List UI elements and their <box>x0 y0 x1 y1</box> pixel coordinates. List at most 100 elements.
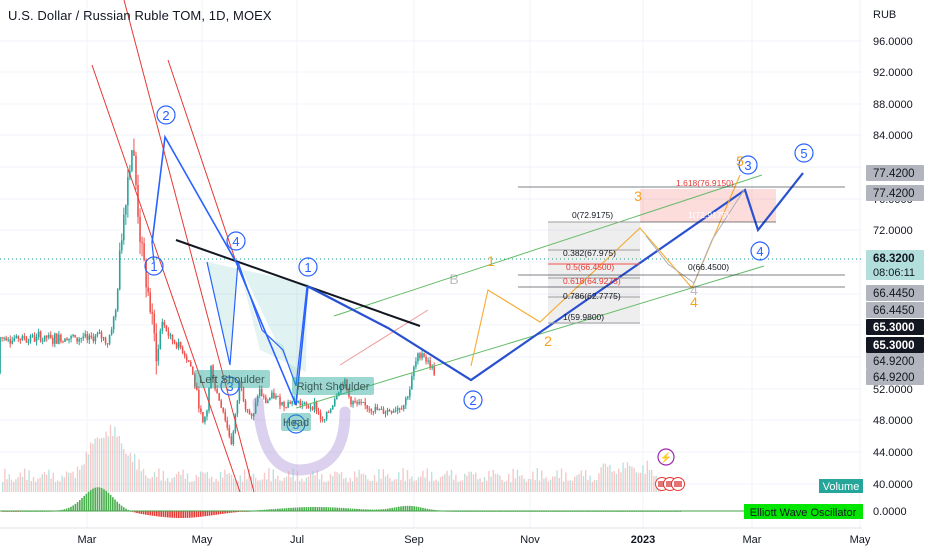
oscillator-bar <box>409 505 411 511</box>
volume-bar <box>611 471 613 492</box>
volume-bar <box>21 476 24 492</box>
candle-body <box>0 337 1 374</box>
candle-body <box>279 396 281 406</box>
candle-body <box>220 400 222 408</box>
oscillator-bar <box>136 511 138 514</box>
candle-body <box>433 365 435 375</box>
volume-bar <box>585 470 587 492</box>
currency-label: RUB <box>873 9 896 21</box>
volume-bar <box>246 479 248 492</box>
wave-label-circle <box>220 376 240 396</box>
oscillator-bar <box>98 487 101 511</box>
volume-bar <box>466 475 468 492</box>
volume-bar <box>37 478 39 492</box>
volume-bar <box>602 463 604 492</box>
candle-body <box>212 365 214 379</box>
oscillator-bar <box>426 508 429 511</box>
volume-bar <box>607 466 609 492</box>
oscillator-bar <box>376 509 378 511</box>
volume-bar <box>593 480 596 492</box>
volume-bar <box>444 473 446 492</box>
candle-body <box>317 411 320 413</box>
volume-bar <box>292 468 294 492</box>
candle-body <box>370 409 373 412</box>
oscillator-bar <box>261 509 264 511</box>
oscillator-bar <box>336 507 338 511</box>
volume-bar <box>448 475 450 492</box>
volume-bar <box>323 481 325 492</box>
volume-bar <box>325 481 327 492</box>
wave-label-4: 4 <box>232 234 239 249</box>
candle-body <box>396 408 399 411</box>
volume-bar <box>349 478 351 492</box>
volume-bar <box>545 477 547 492</box>
candle-body <box>325 411 328 420</box>
volume-bar <box>85 451 87 492</box>
volume-bar <box>305 477 307 492</box>
volume-bar <box>547 481 549 492</box>
volume-bar <box>70 473 72 492</box>
candle-body <box>307 405 310 408</box>
candle-body <box>407 396 409 399</box>
fib-level-label: 1(59.9800) <box>563 312 604 322</box>
oscillator-bar <box>305 507 308 511</box>
volume-bar <box>514 478 516 492</box>
price-tick-label: 84.0000 <box>873 130 913 142</box>
volume-bar <box>637 473 640 492</box>
wave-label-circle <box>794 143 814 163</box>
candle-body <box>181 347 184 353</box>
oscillator-bar <box>222 511 224 514</box>
candle-body <box>110 329 113 335</box>
volume-bar <box>378 469 380 492</box>
volume-legend-box <box>819 479 863 493</box>
wave-label-2: 2 <box>544 333 552 349</box>
candle-body <box>400 408 403 410</box>
volume-bar <box>28 470 30 492</box>
volume-bar <box>332 476 334 492</box>
volume-bar <box>46 474 48 492</box>
candle-body <box>230 436 233 445</box>
volume-bar <box>39 477 41 492</box>
wave-label-3: 3 <box>634 188 642 204</box>
volume-bar <box>160 480 162 492</box>
candle-body <box>214 378 216 390</box>
wave-label-circle <box>463 390 483 410</box>
volume-bar <box>613 471 615 492</box>
candle-body <box>173 340 176 344</box>
candle-body <box>112 317 115 330</box>
candle-body <box>368 408 371 410</box>
volume-bar <box>147 477 149 492</box>
blue-pattern-wave <box>206 261 308 387</box>
oscillator-bar <box>420 507 422 511</box>
oscillator-bar <box>213 511 215 516</box>
oscillator-bar <box>369 509 371 511</box>
wave-labels: 0(72.9175) 0.382(67.975) 0.5(66.4500) 0.618… <box>144 105 814 491</box>
oscillator-bar <box>431 509 433 511</box>
candle-body <box>1 337 3 339</box>
time-tick-label: Mar <box>78 534 97 546</box>
candle-body <box>179 341 182 348</box>
price-tick-label: 48.0000 <box>873 415 913 427</box>
oscillator-bar <box>109 494 112 511</box>
volume-bar <box>532 471 534 492</box>
volume-bar <box>404 480 406 492</box>
candle-body <box>187 360 190 362</box>
oscillator-bar <box>389 508 391 511</box>
candle-body <box>100 332 103 339</box>
volume-bar <box>213 481 215 492</box>
oscillator-bar <box>378 509 380 511</box>
candle-body <box>360 401 362 403</box>
wave-label-1: 1 <box>304 260 311 275</box>
candle-body <box>342 384 344 386</box>
candle-body <box>54 333 56 344</box>
volume-bar <box>138 459 140 492</box>
volume-bar <box>543 478 545 492</box>
volume-bar <box>290 477 292 492</box>
candle-body <box>84 334 87 337</box>
volume-bar <box>76 466 79 492</box>
oscillator-bar <box>417 506 420 511</box>
volume-bar <box>140 471 142 492</box>
volume-bar <box>263 472 266 492</box>
